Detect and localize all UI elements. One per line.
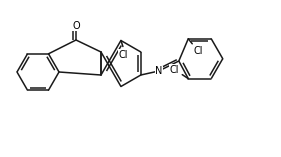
- Text: N: N: [155, 66, 162, 76]
- Text: Cl: Cl: [194, 46, 203, 56]
- Text: Cl: Cl: [118, 49, 128, 60]
- Text: Cl: Cl: [169, 65, 179, 75]
- Text: O: O: [72, 21, 80, 31]
